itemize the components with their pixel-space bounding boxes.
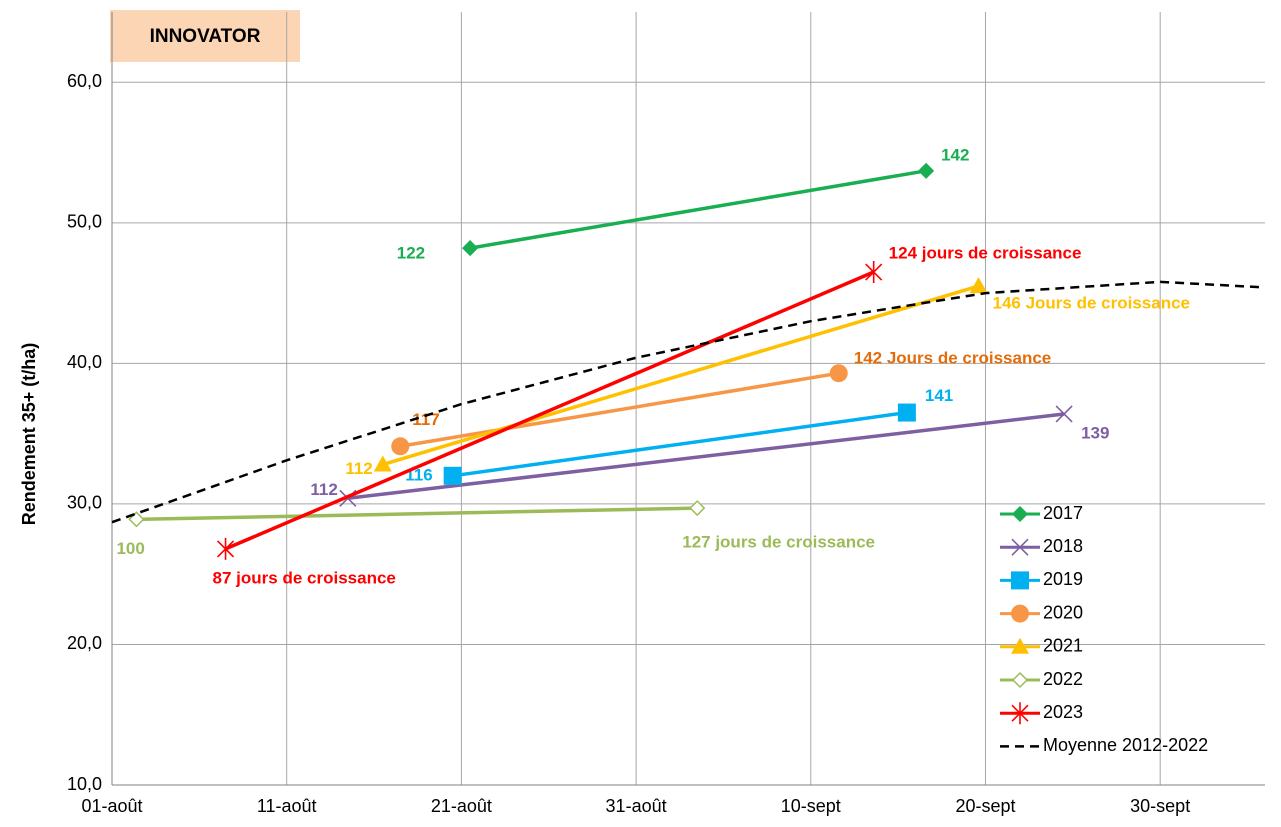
series-line [469,169,927,250]
point-label: 146 Jours de croissance [992,294,1190,313]
legend-label: 2017 [1043,503,1083,523]
point-label: 100 [116,539,144,558]
series-line [452,410,908,478]
x-tick-label: 21-août [431,796,492,816]
marker [918,162,935,179]
marker [689,500,706,517]
marker [1011,571,1029,590]
marker [969,277,988,294]
point-label: 139 [1081,423,1109,442]
marker [1055,405,1073,423]
point-label: 142 [941,145,969,164]
point-label: 112 [345,459,372,478]
x-tick-label: 20-sept [955,796,1015,816]
legend-label: Moyenne 2012-2022 [1043,735,1208,755]
x-tick-label: 10-sept [781,796,841,816]
point-label: 141 [925,386,953,405]
marker [443,466,462,485]
series-line [111,280,1266,524]
y-axis-label: Rendement 35+ (t/ha) [19,343,39,526]
y-tick-label: 50,0 [67,212,102,232]
marker [897,403,916,422]
series-line [224,270,875,551]
point-label: 122 [397,244,425,263]
point-label: 112 [310,480,337,499]
title-box [110,10,300,62]
y-tick-label: 40,0 [67,352,102,372]
legend-label: 2023 [1043,702,1083,722]
legend-label: 2018 [1043,536,1083,556]
marker [1011,671,1029,689]
point-label: 124 jours de croissance [889,243,1082,262]
series-line [399,371,840,449]
series-line [382,284,979,467]
y-tick-label: 60,0 [67,71,102,91]
marker [1011,505,1029,523]
legend-label: 2019 [1043,569,1083,589]
marker [462,240,479,257]
x-tick-label: 11-août [257,796,317,816]
point-label: 87 jours de croissance [213,568,396,587]
marker [216,537,235,560]
marker [1011,538,1029,556]
x-tick-label: 30-sept [1130,796,1190,816]
chart-title: INNOVATOR [150,26,261,47]
y-tick-label: 30,0 [67,493,102,513]
marker [1011,604,1029,623]
marker [1011,637,1029,654]
x-tick-label: 31-août [606,796,667,816]
legend-label: 2021 [1043,636,1083,656]
legend-label: 2020 [1043,602,1083,622]
point-label: 127 jours de croissance [682,533,875,552]
marker [829,364,848,383]
marker [391,437,410,456]
marker [1011,702,1029,725]
point-label: 142 Jours de croissance [854,349,1052,368]
x-tick-label: 01-août [81,796,142,816]
series-line [136,506,698,522]
marker [865,261,883,284]
y-tick-label: 10,0 [67,774,102,794]
legend-label: 2022 [1043,669,1083,689]
series-line [347,412,1065,501]
y-tick-label: 20,0 [67,633,102,653]
marker [373,455,392,472]
